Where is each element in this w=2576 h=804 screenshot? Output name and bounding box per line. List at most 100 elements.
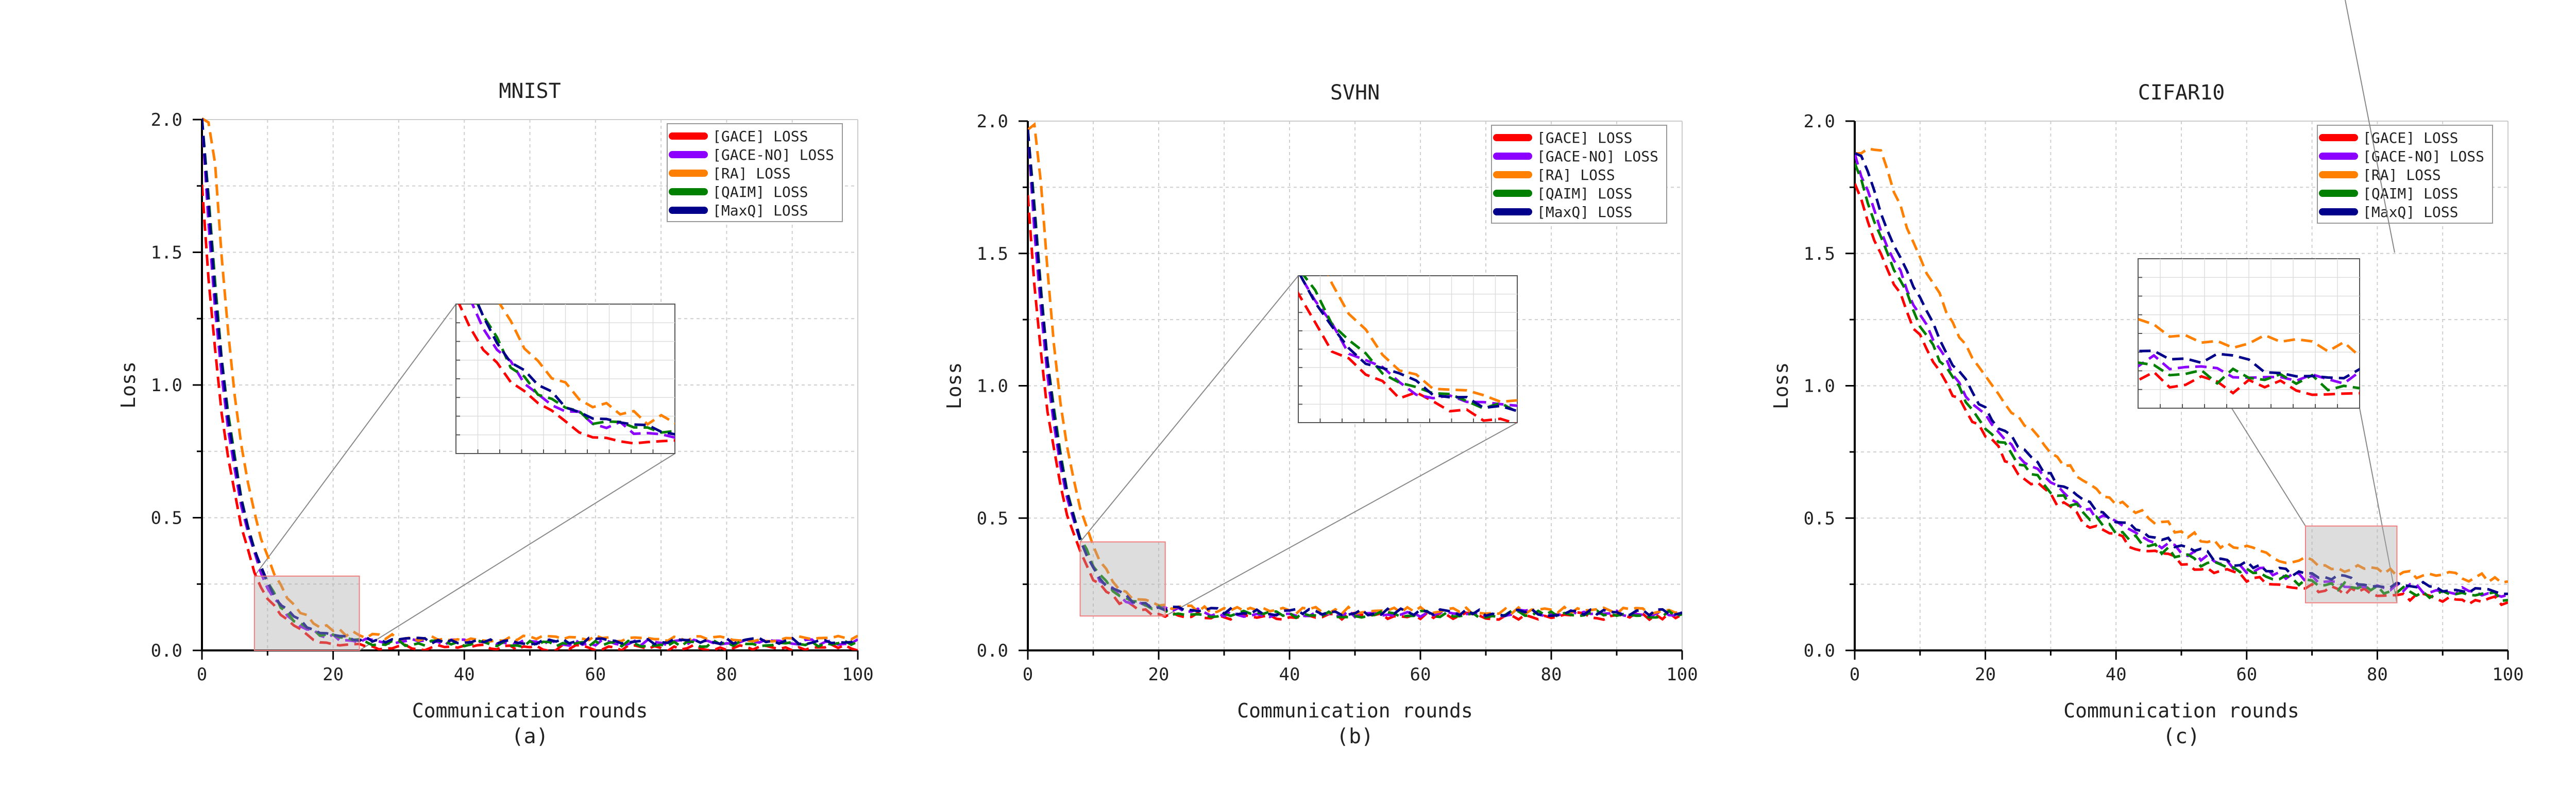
- x-tick-label: 100: [1666, 664, 1698, 685]
- legend-label-1: [GACE-NO] LOSS: [1537, 148, 1658, 165]
- y-tick-label: 1.0: [151, 375, 182, 396]
- legend-label-4: [MaxQ] LOSS: [2363, 204, 2458, 221]
- inset: [455, 304, 675, 454]
- series-line-4: [1028, 129, 1682, 617]
- x-tick-label: 80: [2367, 664, 2388, 685]
- zoom-region: [253, 575, 360, 651]
- x-axis-label: Communication rounds: [1237, 699, 1473, 722]
- legend-label-3: [QAIM] LOSS: [1537, 185, 1632, 202]
- series-line-2: [1855, 147, 2508, 584]
- x-axis-label: Communication rounds: [2063, 699, 2299, 722]
- series-lines: [1028, 122, 1682, 622]
- annotation-pointer-line: [2345, 0, 2395, 253]
- series-line-1: [1855, 153, 2508, 598]
- inset-series-line-0: [2138, 370, 2360, 396]
- x-tick-label: 20: [323, 664, 344, 685]
- inset-series-line-2: [2138, 317, 2360, 358]
- x-tick-label: 40: [1279, 664, 1300, 685]
- legend-label-0: [GACE] LOSS: [2363, 129, 2458, 146]
- x-tick-label: 40: [454, 664, 475, 685]
- y-tick-label: 2.0: [977, 111, 1008, 132]
- y-tick-label: 0.0: [977, 641, 1008, 661]
- series-line-3: [202, 118, 858, 648]
- inset-series-line-3: [476, 304, 675, 434]
- legend-label-1: [GACE-NO] LOSS: [713, 146, 834, 163]
- series-line-0: [202, 185, 858, 650]
- x-tick-label: 60: [1410, 664, 1431, 685]
- chart-title: SVHN: [1330, 81, 1380, 105]
- legend: [GACE] LOSS [GACE-NO] LOSS[RA] LOSS [QAIM]…: [2317, 125, 2493, 224]
- panel-svhn: 0 20 40 60 80 100 0.0 0.5 1.0 1.5 2.0 SVHN Communica…: [943, 81, 1698, 748]
- y-tick-label: 1.0: [977, 376, 1008, 397]
- inset: [2138, 258, 2360, 409]
- y-tick-label: 0.0: [1804, 641, 1835, 661]
- series-lines: [1855, 147, 2508, 607]
- legend-label-2: [RA] LOSS: [1537, 166, 1615, 183]
- y-axis-label: Loss: [117, 361, 140, 409]
- y-tick-label: 2.0: [151, 110, 182, 130]
- y-tick-label: 2.0: [1804, 111, 1835, 132]
- y-tick-label: 1.0: [1804, 376, 1835, 397]
- inset-series-line-0: [1298, 290, 1517, 423]
- zoom-connector: [1079, 275, 1299, 543]
- zoom-region: [2304, 525, 2398, 604]
- legend-label-1: [GACE-NO] LOSS: [2363, 148, 2484, 165]
- legend-label-3: [QAIM] LOSS: [2363, 185, 2458, 202]
- y-axis-label: Loss: [943, 362, 965, 410]
- series-line-3: [1855, 163, 2508, 602]
- chart-title: MNIST: [499, 79, 561, 103]
- legend: [GACE] LOSS [GACE-NO] LOSS[RA] LOSS [QAIM]…: [1491, 125, 1667, 224]
- inset-series-line-4: [1299, 276, 1517, 413]
- legend-label-0: [GACE] LOSS: [713, 128, 808, 145]
- legend-label-4: [MaxQ] LOSS: [713, 202, 808, 219]
- x-tick-label: 60: [2236, 664, 2257, 685]
- series-line-4: [202, 118, 858, 646]
- inset-lines: [1298, 276, 1517, 423]
- inset-series-line-2: [498, 304, 675, 426]
- y-tick-label: 0.5: [977, 508, 1008, 529]
- y-tick-label: 1.5: [1804, 244, 1835, 264]
- inset-lines: [457, 304, 675, 445]
- chart-title: CIFAR10: [2138, 81, 2225, 105]
- legend: [GACE] LOSS[GACE-NO] LOSS [RA] LOSS[QAIM]…: [667, 123, 843, 222]
- x-tick-label: 100: [2492, 664, 2523, 685]
- x-axis-label: Communication rounds: [412, 699, 648, 722]
- x-tick-label: 0: [1023, 664, 1033, 685]
- zoom-connector: [1165, 422, 1518, 617]
- x-tick-label: 60: [585, 664, 606, 685]
- x-tick-label: 0: [197, 664, 207, 685]
- x-tick-label: 20: [1148, 664, 1170, 685]
- subplot-label: (c): [2163, 725, 2200, 748]
- series-line-3: [1028, 129, 1682, 619]
- series-line-2: [202, 117, 858, 643]
- legend-label-2: [RA] LOSS: [2363, 166, 2441, 183]
- panel-cifar10: 0 20 40 60 80 100 0.0 0.5 1.0 1.5 2.0 CIFAR10 Commun…: [1770, 81, 2524, 748]
- inset: [1298, 275, 1518, 423]
- y-axis-label: Loss: [1770, 362, 1792, 410]
- x-tick-label: 0: [1850, 664, 1860, 685]
- series-line-0: [1855, 183, 2508, 607]
- legend-label-2: [RA] LOSS: [713, 165, 791, 182]
- y-tick-label: 1.5: [151, 243, 182, 263]
- panel-mnist: 0 20 40 60 80 100 0.0 0.5 1.0 1.5 2.0 MNIST Communic…: [117, 79, 874, 748]
- inset-series-line-1: [471, 304, 675, 439]
- y-tick-label: 0.0: [151, 641, 182, 661]
- y-tick-label: 1.5: [977, 244, 1008, 264]
- x-tick-label: 20: [1975, 664, 1996, 685]
- x-tick-label: 80: [716, 664, 737, 685]
- series-lines: [202, 117, 858, 650]
- subplot-label: (b): [1336, 725, 1374, 748]
- inset-series-line-0: [457, 304, 675, 445]
- series-line-4: [1855, 152, 2508, 595]
- y-tick-label: 0.5: [151, 508, 182, 529]
- inset-series-line-2: [1327, 276, 1517, 404]
- inset-lines: [2138, 317, 2360, 396]
- legend-label-0: [GACE] LOSS: [1537, 129, 1632, 146]
- zoom-connector: [254, 304, 456, 577]
- x-tick-label: 80: [1541, 664, 1562, 685]
- legend-label-4: [MaxQ] LOSS: [1537, 204, 1632, 221]
- inset-series-line-3: [2138, 361, 2360, 392]
- zoom-connector: [359, 453, 675, 651]
- legend-label-3: [QAIM] LOSS: [713, 183, 808, 200]
